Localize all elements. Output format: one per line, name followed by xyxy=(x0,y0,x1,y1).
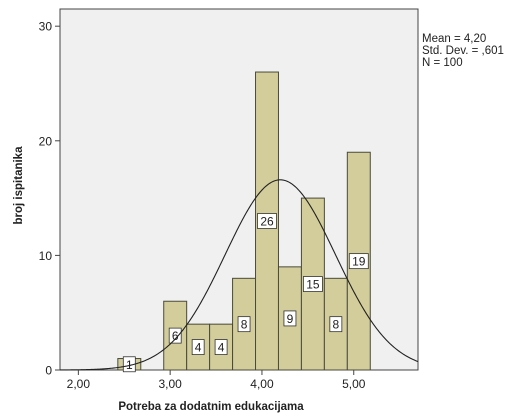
bar-label: 1 xyxy=(126,358,133,372)
stat-mean: Mean = 4,20 xyxy=(422,33,487,45)
bar-label: 4 xyxy=(218,341,225,355)
bar-label-box xyxy=(191,339,205,355)
bar-label: 19 xyxy=(352,255,366,269)
bar-label: 4 xyxy=(195,341,202,355)
bar-label: 9 xyxy=(287,312,294,326)
bar-label: 8 xyxy=(241,318,248,332)
x-tick-label: 2,00 xyxy=(67,377,91,391)
x-tick-label: 5,00 xyxy=(342,377,366,391)
bar-label: 6 xyxy=(172,329,179,343)
stat-n: N = 100 xyxy=(422,57,463,69)
statistics-box: Mean = 4,20 Std. Dev. = ,601 N = 100 xyxy=(422,33,504,69)
bar-label-box xyxy=(329,316,343,333)
y-tick-label: 20 xyxy=(39,134,53,148)
y-tick-label: 10 xyxy=(39,249,53,263)
bar-label: 26 xyxy=(260,215,274,229)
y-axis-label: broj ispitanika xyxy=(13,146,25,225)
y-tick-label: 30 xyxy=(39,20,53,34)
bar-label-box xyxy=(283,310,297,327)
y-tick-label: 0 xyxy=(45,364,52,378)
bar-label-box xyxy=(168,327,182,344)
x-axis-label: Potreba za dodatnim edukacijama xyxy=(118,401,304,413)
bar-label-box xyxy=(348,253,369,270)
bar-label: 15 xyxy=(306,278,320,292)
normal-curve xyxy=(60,179,419,371)
x-tick-label: 3,00 xyxy=(158,377,182,391)
x-tick-label: 4,00 xyxy=(250,377,274,391)
bar-label-box xyxy=(302,276,323,292)
stat-std-dev: Std. Dev. = ,601 xyxy=(422,45,504,57)
bar-label-box xyxy=(214,339,228,355)
bar-label-box xyxy=(237,316,251,333)
bar-label-box xyxy=(257,213,277,229)
bar-label: 8 xyxy=(332,318,339,332)
